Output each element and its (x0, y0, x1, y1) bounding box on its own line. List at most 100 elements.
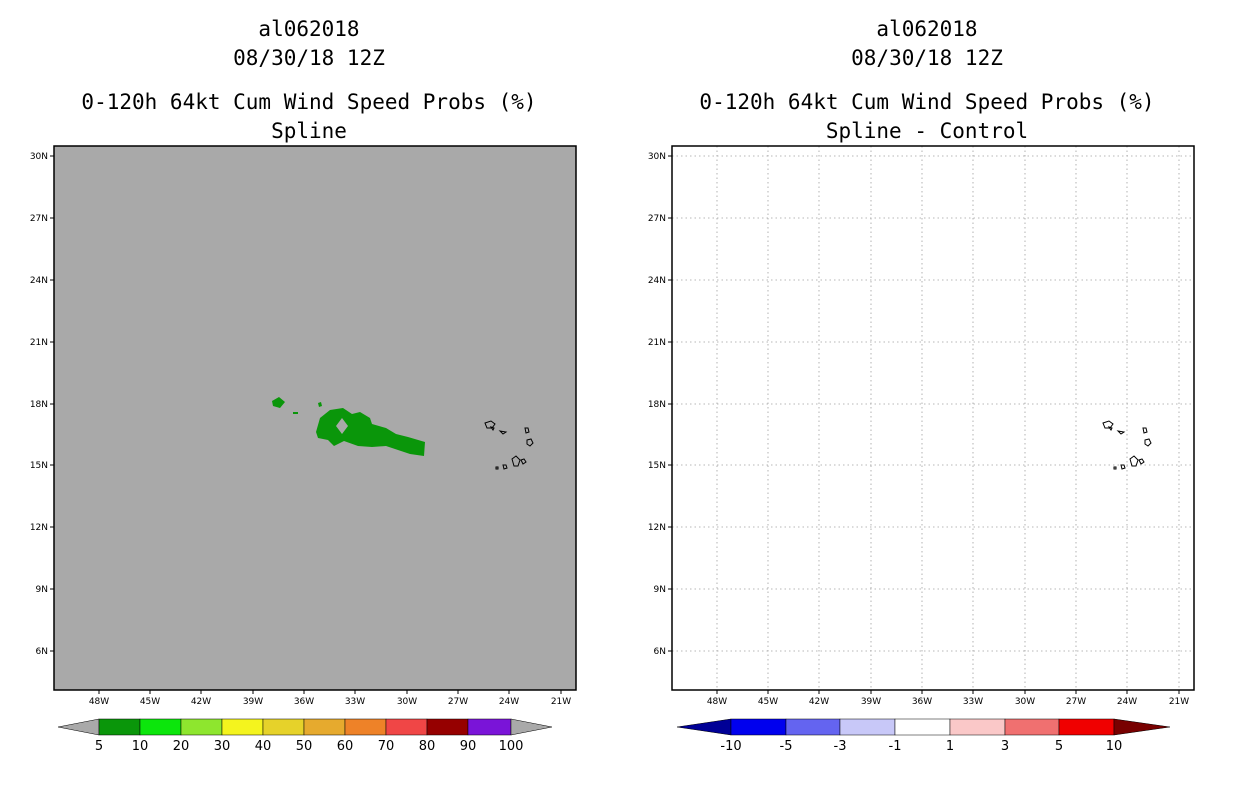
colorbar-label: 5 (95, 739, 103, 754)
colorbar-swatch (894, 718, 951, 736)
product-title: 0-120h 64kt Cum Wind Speed Probs (%) (81, 90, 537, 114)
colorbar-swatch (385, 718, 428, 736)
lat-label: 27N (648, 214, 666, 224)
lon-labels: 48W 45W 42W 39W 36W 33W 30W 27W 24W 21W (89, 697, 571, 707)
lon-label: 24W (499, 697, 519, 707)
colorbar-swatch (467, 718, 512, 736)
colorbar-swatch (785, 718, 841, 736)
lon-label: 33W (963, 697, 983, 707)
colorbar-label: -1 (889, 739, 902, 754)
map-background (54, 146, 576, 690)
island-santiago (1129, 455, 1139, 467)
lat-label: 6N (36, 647, 48, 657)
lon-ticks (98, 690, 562, 694)
lat-label: 18N (648, 400, 666, 410)
lat-label: 21N (30, 338, 48, 348)
map-frame (53, 145, 577, 691)
lat-label: 15N (30, 461, 48, 471)
island-sao-vicente (489, 426, 495, 431)
lon-label: 48W (707, 697, 727, 707)
lon-label: 36W (294, 697, 314, 707)
lat-label: 9N (36, 585, 48, 595)
lon-labels: 48W 45W 42W 39W 36W 33W 30W 27W 24W 21W (707, 697, 1189, 707)
island-sao-nicolau (498, 430, 508, 435)
right-panel: al062018 08/30/18 12Z 0-120h 64kt Cum Wi… (618, 0, 1236, 800)
colorbar-label: 1 (946, 739, 954, 754)
lat-label: 30N (648, 152, 666, 162)
lon-label: 42W (191, 697, 211, 707)
colorbar-label: 50 (296, 739, 313, 754)
colorbar-label: 20 (173, 739, 190, 754)
colorbar-swatch (221, 718, 264, 736)
lat-ticks (668, 155, 672, 652)
lon-ticks (716, 690, 1180, 694)
colorbar-label: 90 (460, 739, 477, 754)
colorbar-label: 100 (499, 739, 524, 754)
colorbar-swatch (262, 718, 305, 736)
island-santiago (511, 455, 521, 467)
colorbar-swatch (730, 718, 787, 736)
lon-label: 21W (551, 697, 571, 707)
contour-area-1 (272, 397, 285, 408)
left-panel: al062018 08/30/18 12Z 0-120h 64kt Cum Wi… (30, 17, 577, 754)
colorbar-swatch (344, 718, 387, 736)
colorbar-label: -3 (834, 739, 847, 754)
colorbar-swatch (426, 718, 469, 736)
colorbar-label: 10 (1106, 739, 1123, 754)
lat-labels: 30N 27N 24N 21N 18N 15N 12N 9N 6N (30, 152, 48, 657)
island-fogo (502, 464, 508, 470)
colorbar-swatch (303, 718, 346, 736)
lat-label: 12N (30, 523, 48, 533)
lat-ticks (50, 155, 54, 652)
island-sao-vicente (1107, 426, 1113, 431)
island-santo-antao (1102, 420, 1114, 429)
island-brava (495, 466, 499, 470)
lon-label: 33W (345, 697, 365, 707)
lon-label: 45W (140, 697, 160, 707)
lon-label: 27W (448, 697, 468, 707)
island-maio (1138, 458, 1145, 465)
colorbar-label: 30 (214, 739, 231, 754)
lat-label: 24N (648, 276, 666, 286)
method-title: Spline (271, 119, 347, 143)
lat-label: 21N (648, 338, 666, 348)
colorbar-labels: -10 -5 -3 -1 1 3 5 10 (720, 739, 1122, 754)
colorbar-swatch (949, 718, 1006, 736)
left-map-svg: 30N 27N 24N 21N 18N 15N 12N 9N 6N 48W 45… (30, 145, 577, 754)
lon-label: 39W (243, 697, 263, 707)
island-outlines (484, 420, 534, 470)
lat-label: 24N (30, 276, 48, 286)
lat-label: 6N (654, 647, 666, 657)
lon-label: 42W (809, 697, 829, 707)
island-sao-nicolau (1116, 430, 1126, 435)
lat-label: 15N (648, 461, 666, 471)
lon-label: 27W (1066, 697, 1086, 707)
map-frame (671, 145, 1195, 691)
island-maio (520, 458, 527, 465)
island-outlines (1102, 420, 1152, 470)
colorbar-swatch (180, 718, 223, 736)
colorbar-labels: 5 10 20 30 40 50 60 70 80 90 100 (95, 739, 524, 754)
storm-id-title: al062018 (258, 17, 360, 41)
lat-labels: 30N 27N 24N 21N 18N 15N 12N 9N 6N (648, 152, 666, 657)
probability-colorbar (57, 718, 553, 736)
colorbar-low-end (676, 718, 732, 736)
contour-area-3 (318, 402, 322, 407)
right-map-svg: 30N 27N 24N 21N 18N 15N 12N 9N 6N 48W 45… (648, 145, 1195, 754)
island-fogo (1120, 464, 1126, 470)
colorbar-label: -5 (780, 739, 793, 754)
colorbar-swatch (139, 718, 182, 736)
contour-area-2 (293, 412, 298, 414)
product-title: 0-120h 64kt Cum Wind Speed Probs (%) (699, 90, 1155, 114)
lat-label: 27N (30, 214, 48, 224)
colorbar-label: 60 (337, 739, 354, 754)
lon-label: 48W (89, 697, 109, 707)
island-sal (524, 427, 530, 434)
grid-lines (672, 146, 1194, 690)
island-santo-antao (484, 420, 496, 429)
colorbar-low-end (57, 718, 100, 736)
lat-label: 12N (648, 523, 666, 533)
island-sal (1142, 427, 1148, 434)
map-background (672, 146, 1194, 690)
storm-id-title: al062018 (876, 17, 978, 41)
